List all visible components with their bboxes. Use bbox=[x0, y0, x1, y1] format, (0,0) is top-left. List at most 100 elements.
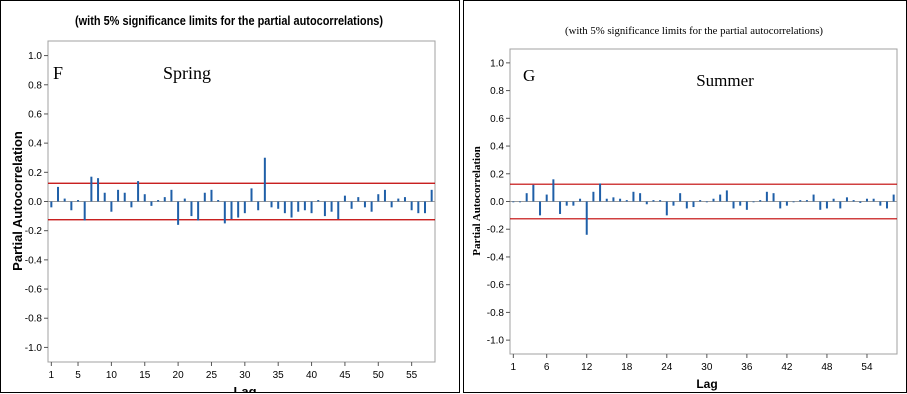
pacf-bar-lag-53 bbox=[859, 201, 862, 203]
left-panel: (with 5% significance limits for the par… bbox=[0, 0, 460, 393]
pacf-bar-lag-23 bbox=[659, 200, 662, 202]
pacf-bar-lag-7 bbox=[90, 176, 93, 202]
x-tick-label: 36 bbox=[741, 362, 753, 373]
pacf-bar-lag-29 bbox=[237, 201, 240, 218]
pacf-bar-lag-1 bbox=[50, 201, 53, 208]
right-panel: (with 5% significance limits for the par… bbox=[463, 0, 907, 393]
pacf-bar-lag-22 bbox=[190, 201, 193, 217]
pacf-bar-lag-5 bbox=[539, 201, 542, 216]
y-tick-label: -0.6 bbox=[25, 285, 43, 296]
pacf-bar-lag-27 bbox=[685, 201, 688, 209]
pacf-bar-lag-24 bbox=[665, 201, 668, 216]
pacf-bar-lag-13 bbox=[130, 201, 133, 208]
y-tick-label: 1.0 bbox=[28, 51, 42, 62]
pacf-bar-lag-5 bbox=[77, 200, 80, 202]
pacf-bar-lag-9 bbox=[103, 192, 106, 202]
pacf-bar-lag-4 bbox=[70, 201, 73, 211]
pacf-bar-lag-18 bbox=[625, 200, 628, 202]
pacf-bar-lag-6 bbox=[83, 201, 86, 221]
pacf-bar-lag-35 bbox=[277, 201, 280, 209]
x-tick-label: 54 bbox=[861, 362, 873, 373]
pacf-bar-lag-26 bbox=[679, 193, 682, 202]
pacf-bar-lag-13 bbox=[592, 191, 595, 202]
pacf-bar-lag-48 bbox=[363, 201, 366, 208]
season-label: Spring bbox=[163, 63, 211, 83]
pacf-bar-lag-50 bbox=[839, 201, 842, 209]
pacf-bar-lag-37 bbox=[290, 201, 293, 218]
pacf-bar-lag-11 bbox=[579, 198, 582, 202]
y-tick-label: -0.8 bbox=[25, 314, 43, 325]
pacf-bar-lag-39 bbox=[765, 191, 768, 202]
pacf-bar-lag-10 bbox=[572, 201, 575, 206]
pacf-bar-lag-20 bbox=[639, 193, 642, 202]
pacf-bar-lag-52 bbox=[852, 200, 855, 202]
x-tick-label: 10 bbox=[106, 370, 118, 381]
pacf-bar-lag-12 bbox=[123, 192, 126, 202]
pacf-bar-lag-11 bbox=[117, 189, 120, 202]
pacf-bar-lag-31 bbox=[250, 188, 253, 202]
pacf-bar-lag-15 bbox=[143, 194, 146, 202]
pacf-bar-lag-33 bbox=[263, 157, 266, 202]
pacf-bar-lag-51 bbox=[845, 197, 848, 202]
x-tick-label: 1 bbox=[511, 362, 517, 373]
y-tick-label: 0.0 bbox=[28, 197, 42, 208]
pacf-bar-lag-19 bbox=[170, 189, 173, 202]
y-tick-label: 0.8 bbox=[28, 80, 42, 91]
pacf-bar-lag-19 bbox=[632, 191, 635, 202]
pacf-bar-lag-47 bbox=[819, 201, 822, 210]
pacf-bar-lag-36 bbox=[283, 201, 286, 214]
pacf-bar-lag-30 bbox=[243, 201, 246, 214]
x-tick-label: 1 bbox=[49, 370, 55, 381]
y-tick-label: 0.6 bbox=[28, 109, 42, 120]
pacf-chart-summer: (with 5% significance limits for the par… bbox=[471, 25, 898, 391]
pacf-bar-lag-22 bbox=[652, 200, 655, 202]
panel-letter: G bbox=[523, 66, 535, 85]
pacf-bar-lag-40 bbox=[310, 201, 313, 214]
pacf-bar-lag-24 bbox=[203, 192, 206, 202]
pacf-bar-lag-32 bbox=[719, 194, 722, 202]
x-tick-label: 48 bbox=[821, 362, 833, 373]
pacf-bar-lag-23 bbox=[197, 201, 200, 221]
pacf-bar-lag-57 bbox=[885, 201, 888, 209]
pacf-bar-lag-54 bbox=[403, 197, 406, 202]
x-tick-label: 55 bbox=[406, 370, 418, 381]
pacf-bar-lag-44 bbox=[799, 200, 802, 202]
pacf-bar-lag-14 bbox=[599, 183, 602, 202]
pacf-bar-lag-51 bbox=[383, 189, 386, 202]
y-tick-label: -0.4 bbox=[487, 252, 505, 263]
pacf-bar-lag-55 bbox=[872, 198, 875, 202]
pacf-bar-lag-58 bbox=[892, 194, 895, 202]
pacf-bar-lag-9 bbox=[565, 201, 568, 206]
pacf-bar-lag-45 bbox=[343, 195, 346, 202]
panel-letter: F bbox=[53, 63, 63, 83]
y-tick-label: -0.2 bbox=[25, 226, 43, 237]
pacf-bar-lag-33 bbox=[725, 190, 728, 202]
pacf-bar-lag-37 bbox=[752, 201, 755, 203]
pacf-bar-lag-8 bbox=[559, 201, 562, 214]
y-tick-label: 1.0 bbox=[490, 58, 504, 69]
pacf-bar-lag-7 bbox=[552, 179, 555, 202]
pacf-bar-lag-50 bbox=[377, 194, 380, 202]
y-tick-label: 0.2 bbox=[490, 169, 504, 180]
pacf-bar-lag-20 bbox=[177, 201, 180, 225]
chart-title: (with 5% significance limits for the par… bbox=[565, 25, 823, 37]
pacf-bar-lag-2 bbox=[519, 201, 522, 203]
y-tick-label: -0.6 bbox=[487, 280, 505, 291]
pacf-bar-lag-4 bbox=[532, 184, 535, 202]
pacf-bar-lag-58 bbox=[430, 189, 433, 202]
pacf-bar-lag-28 bbox=[230, 201, 233, 220]
pacf-bar-lag-25 bbox=[210, 189, 213, 202]
pacf-bar-lag-49 bbox=[370, 201, 373, 212]
pacf-bar-lag-15 bbox=[605, 198, 608, 202]
x-tick-label: 6 bbox=[544, 362, 550, 373]
pacf-bar-lag-16 bbox=[150, 201, 153, 206]
pacf-bar-lag-55 bbox=[410, 201, 413, 211]
y-tick-label: 0.0 bbox=[490, 197, 504, 208]
pacf-bar-lag-46 bbox=[812, 194, 815, 202]
pacf-bar-lag-2 bbox=[57, 186, 60, 202]
pacf-bar-lag-17 bbox=[619, 198, 622, 202]
pacf-bar-lag-27 bbox=[223, 201, 226, 224]
pacf-bar-lag-38 bbox=[759, 200, 762, 202]
pacf-bar-lag-31 bbox=[712, 198, 715, 202]
pacf-bar-lag-54 bbox=[865, 198, 868, 202]
